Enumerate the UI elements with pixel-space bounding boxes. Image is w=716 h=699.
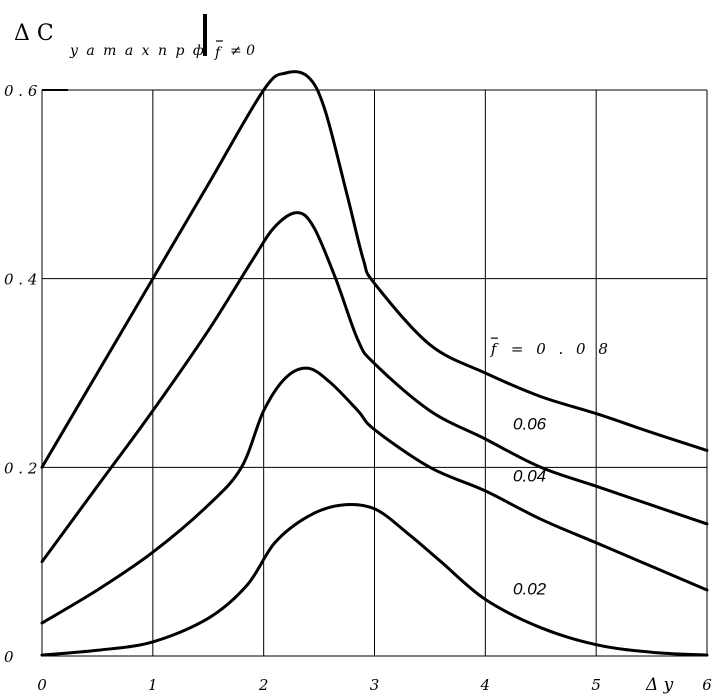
grid xyxy=(41,89,708,657)
x-tick-label-3: 3 xyxy=(370,676,380,694)
series-line-3 xyxy=(40,70,709,469)
y-tick-label-3: 0 . 6 xyxy=(4,82,38,100)
y-axis-title: Δ C y a m a x п р ф f ≠ 0 xyxy=(14,14,255,61)
curves xyxy=(40,70,709,657)
x-tick-label-1: 1 xyxy=(148,676,158,694)
x-tick-label-6: 6 xyxy=(702,676,712,694)
series-label-0: 0.02 xyxy=(513,580,547,599)
y-tick-label-2: 0 . 4 xyxy=(4,271,37,289)
x-tick-label-0: 0 xyxy=(37,676,47,694)
series-label-2: 0.06 xyxy=(513,415,547,434)
evaluation-bar xyxy=(203,14,207,56)
x-tick-label-5: 5 xyxy=(591,676,601,694)
y-tick-label-1: 0 . 2 xyxy=(4,459,37,477)
series-label-3: = 0 . 0 8 xyxy=(511,340,612,358)
series-label-var-3: f xyxy=(490,340,501,358)
tick-labels: 0 1 2 3 4 5 6 0 0 . 2 0 . 4 0 . 6 xyxy=(4,82,712,694)
y-tick-label-0: 0 xyxy=(4,648,14,666)
x-tick-label-2: 2 xyxy=(258,676,269,694)
series-labels: 0.02 0.04 0.06 f = 0 . 0 8 xyxy=(490,337,612,599)
y-axis-symbol: Δ C xyxy=(14,21,54,46)
series-line-2 xyxy=(40,211,709,564)
series-line-0 xyxy=(40,502,709,657)
y-axis-condition-var: f xyxy=(214,45,223,61)
x-axis-title: Δ y xyxy=(645,675,674,695)
x-tick-label-4: 4 xyxy=(480,676,491,694)
series-label-1: 0.04 xyxy=(513,466,546,485)
series-line-1 xyxy=(40,366,709,625)
y-axis-condition-rel: ≠ 0 xyxy=(230,43,255,59)
y-axis-subscript: y a m a x п р ф xyxy=(69,43,206,59)
